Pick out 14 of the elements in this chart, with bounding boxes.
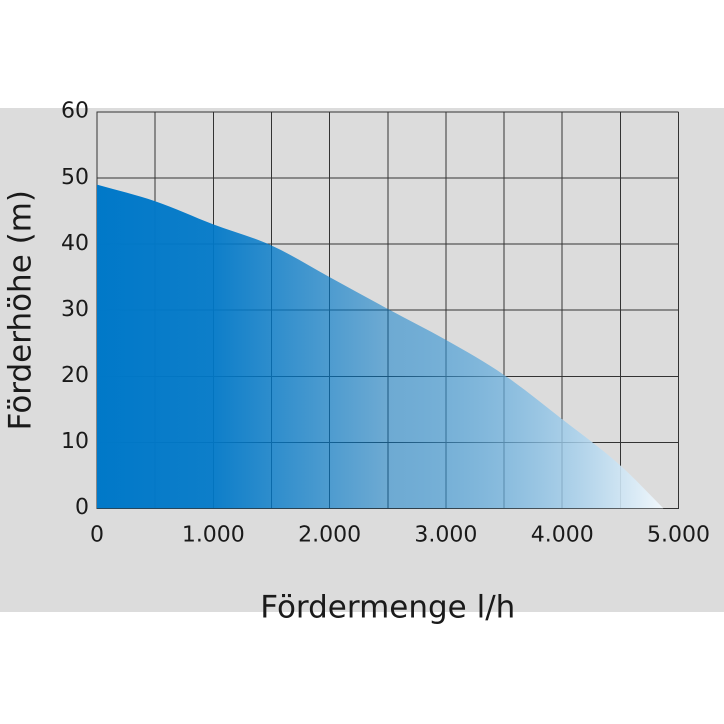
- y-tick-label: 50: [61, 164, 89, 190]
- y-tick-label: 20: [61, 362, 89, 388]
- x-tick-label: 1.000: [182, 522, 245, 548]
- x-tick-label: 5.000: [647, 522, 710, 548]
- y-axis-title: Förderhöhe (m): [2, 190, 39, 430]
- y-tick-label: 0: [75, 495, 89, 520]
- x-axis-title: Fördermenge l/h: [260, 589, 516, 626]
- y-tick-label: 30: [61, 296, 89, 322]
- x-tick-label: 2.000: [298, 522, 362, 548]
- y-tick-label: 40: [61, 230, 89, 256]
- x-tick-label: 3.000: [414, 522, 478, 548]
- y-tick-label: 60: [61, 98, 89, 124]
- y-tick-label: 10: [61, 429, 89, 454]
- x-tick-label: 4.000: [530, 522, 594, 548]
